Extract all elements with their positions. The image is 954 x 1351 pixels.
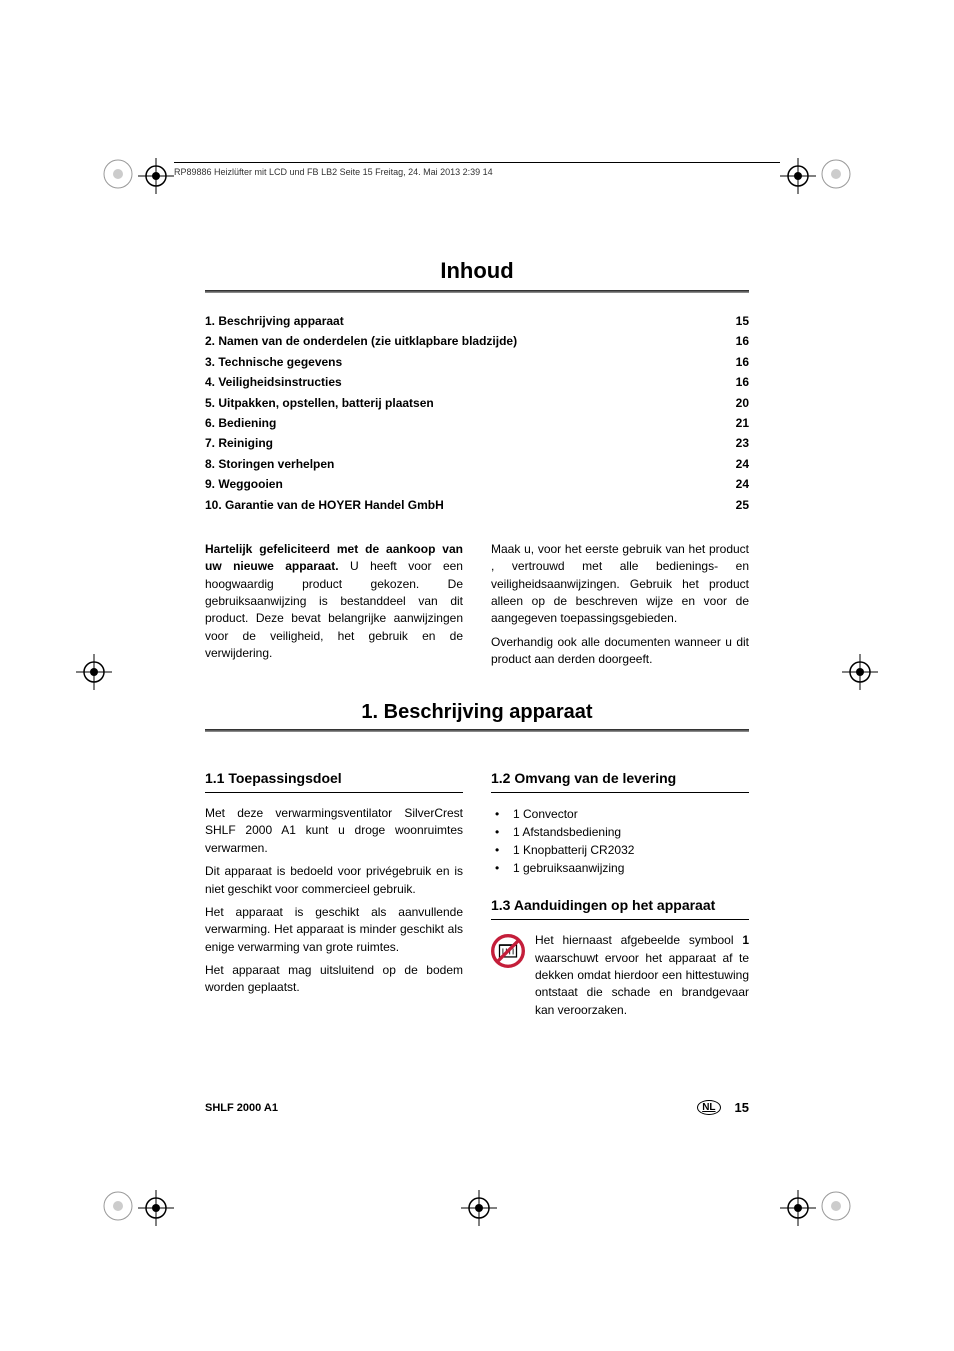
do-not-cover-icon xyxy=(491,934,525,968)
registration-mark-icon xyxy=(780,158,816,194)
registration-mark-icon xyxy=(76,654,112,690)
toc-row: 3. Technische gegevens 16 xyxy=(205,352,749,372)
table-of-contents: 1. Beschrijving apparaat 15 2. Namen van… xyxy=(205,311,749,515)
toc-row: 5. Uitpakken, opstellen, batterij plaats… xyxy=(205,393,749,413)
toc-row: 8. Storingen verhelpen 24 xyxy=(205,454,749,474)
sub-1-1-p2: Dit apparaat is bedoeld voor privégebrui… xyxy=(205,863,463,898)
toc-entry-page: 21 xyxy=(736,413,749,433)
toc-entry-label: 7. Reiniging xyxy=(205,433,273,453)
toc-entry-page: 15 xyxy=(736,311,749,331)
list-item: 1 gebruiksaanwijzing xyxy=(491,859,749,877)
warning-text: Het hiernaast afgebeelde symbool 1 waars… xyxy=(535,932,749,1019)
section-divider xyxy=(205,729,749,732)
list-item: 1 Afstandsbediening xyxy=(491,823,749,841)
toc-entry-label: 10. Garantie van de HOYER Handel GmbH xyxy=(205,495,444,515)
page-title: Inhoud xyxy=(205,258,749,284)
toc-dots xyxy=(447,497,733,509)
page-footer: SHLF 2000 A1 NL 15 xyxy=(205,1100,749,1115)
crop-mark-icon xyxy=(820,1190,852,1222)
title-divider xyxy=(205,290,749,293)
toc-dots xyxy=(345,354,732,366)
toc-row: 2. Namen van de onderdelen (zie uitklapb… xyxy=(205,331,749,351)
language-badge: NL xyxy=(697,1100,720,1115)
toc-entry-page: 16 xyxy=(736,372,749,392)
intro-left-column: Hartelijk gefeliciteerd met de aankoop v… xyxy=(205,541,463,675)
subsection-1-2-title: 1.2 Omvang van de levering xyxy=(491,768,749,788)
toc-dots xyxy=(437,395,733,407)
footer-model: SHLF 2000 A1 xyxy=(205,1102,278,1114)
toc-row: 7. Reiniging 23 xyxy=(205,433,749,453)
toc-dots xyxy=(345,374,733,386)
intro-right-p2: Overhandig ook alle documenten wanneer u… xyxy=(491,634,749,669)
subsection-divider xyxy=(205,792,463,793)
registration-mark-icon xyxy=(138,1190,174,1226)
toc-entry-label: 8. Storingen verhelpen xyxy=(205,454,334,474)
toc-dots xyxy=(520,333,733,345)
toc-row: 6. Bediening 21 xyxy=(205,413,749,433)
toc-entry-page: 20 xyxy=(736,393,749,413)
toc-entry-page: 24 xyxy=(736,474,749,494)
toc-entry-label: 5. Uitpakken, opstellen, batterij plaats… xyxy=(205,393,434,413)
intro-right-column: Maak u, voor het eerste gebruik van het … xyxy=(491,541,749,675)
warn-bold: 1 xyxy=(742,933,749,947)
subsection-divider xyxy=(491,919,749,920)
subsection-divider xyxy=(491,792,749,793)
crop-mark-icon xyxy=(102,158,134,190)
section-1-right-column: 1.2 Omvang van de levering 1 Convector1 … xyxy=(491,750,749,1020)
toc-dots xyxy=(276,435,733,447)
toc-entry-label: 9. Weggooien xyxy=(205,474,283,494)
toc-entry-label: 2. Namen van de onderdelen (zie uitklapb… xyxy=(205,331,517,351)
registration-mark-icon xyxy=(780,1190,816,1226)
warn-post: waarschuwt ervoor het apparaat af te dek… xyxy=(535,951,749,1017)
toc-entry-page: 25 xyxy=(736,495,749,515)
footer-page-number: 15 xyxy=(735,1100,749,1115)
intro-left-text: U heeft voor een hoogwaardig product gek… xyxy=(205,559,463,660)
warn-pre: Het hiernaast afgebeelde symbool xyxy=(535,933,742,947)
toc-dots xyxy=(337,456,732,468)
toc-entry-label: 3. Technische gegevens xyxy=(205,352,342,372)
sub-1-1-p4: Het apparaat mag uitsluitend op de bodem… xyxy=(205,962,463,997)
registration-mark-icon xyxy=(138,158,174,194)
crop-mark-icon xyxy=(102,1190,134,1222)
toc-row: 1. Beschrijving apparaat 15 xyxy=(205,311,749,331)
list-item: 1 Convector xyxy=(491,805,749,823)
toc-row: 9. Weggooien 24 xyxy=(205,474,749,494)
toc-dots xyxy=(279,415,732,427)
toc-dots xyxy=(347,313,733,325)
registration-mark-icon xyxy=(842,654,878,690)
list-item: 1 Knopbatterij CR2032 xyxy=(491,841,749,859)
toc-dots xyxy=(286,476,733,488)
toc-entry-page: 16 xyxy=(736,352,749,372)
toc-entry-page: 24 xyxy=(736,454,749,474)
toc-entry-label: 4. Veiligheidsinstructies xyxy=(205,372,342,392)
intro-right-p1: Maak u, voor het eerste gebruik van het … xyxy=(491,541,749,628)
header-metadata: RP89886 Heizlüfter mit LCD und FB LB2 Se… xyxy=(174,162,780,177)
toc-row: 4. Veiligheidsinstructies 16 xyxy=(205,372,749,392)
toc-entry-page: 23 xyxy=(736,433,749,453)
toc-entry-page: 16 xyxy=(736,331,749,351)
subsection-1-3-title: 1.3 Aanduidingen op het apparaat xyxy=(491,895,749,915)
subsection-1-1-title: 1.1 Toepassingsdoel xyxy=(205,768,463,788)
section-1-left-column: 1.1 Toepassingsdoel Met deze verwarmings… xyxy=(205,750,463,1020)
sub-1-1-p1: Met deze verwarmingsventilator SilverCre… xyxy=(205,805,463,857)
crop-mark-icon xyxy=(820,158,852,190)
sub-1-1-p3: Het apparaat is geschikt als aanvullende… xyxy=(205,904,463,956)
delivery-list: 1 Convector1 Afstandsbediening1 Knopbatt… xyxy=(491,805,749,877)
registration-mark-icon xyxy=(461,1190,497,1226)
toc-entry-label: 1. Beschrijving apparaat xyxy=(205,311,344,331)
section-1-title: 1. Beschrijving apparaat xyxy=(205,701,749,724)
toc-row: 10. Garantie van de HOYER Handel GmbH 25 xyxy=(205,495,749,515)
toc-entry-label: 6. Bediening xyxy=(205,413,276,433)
